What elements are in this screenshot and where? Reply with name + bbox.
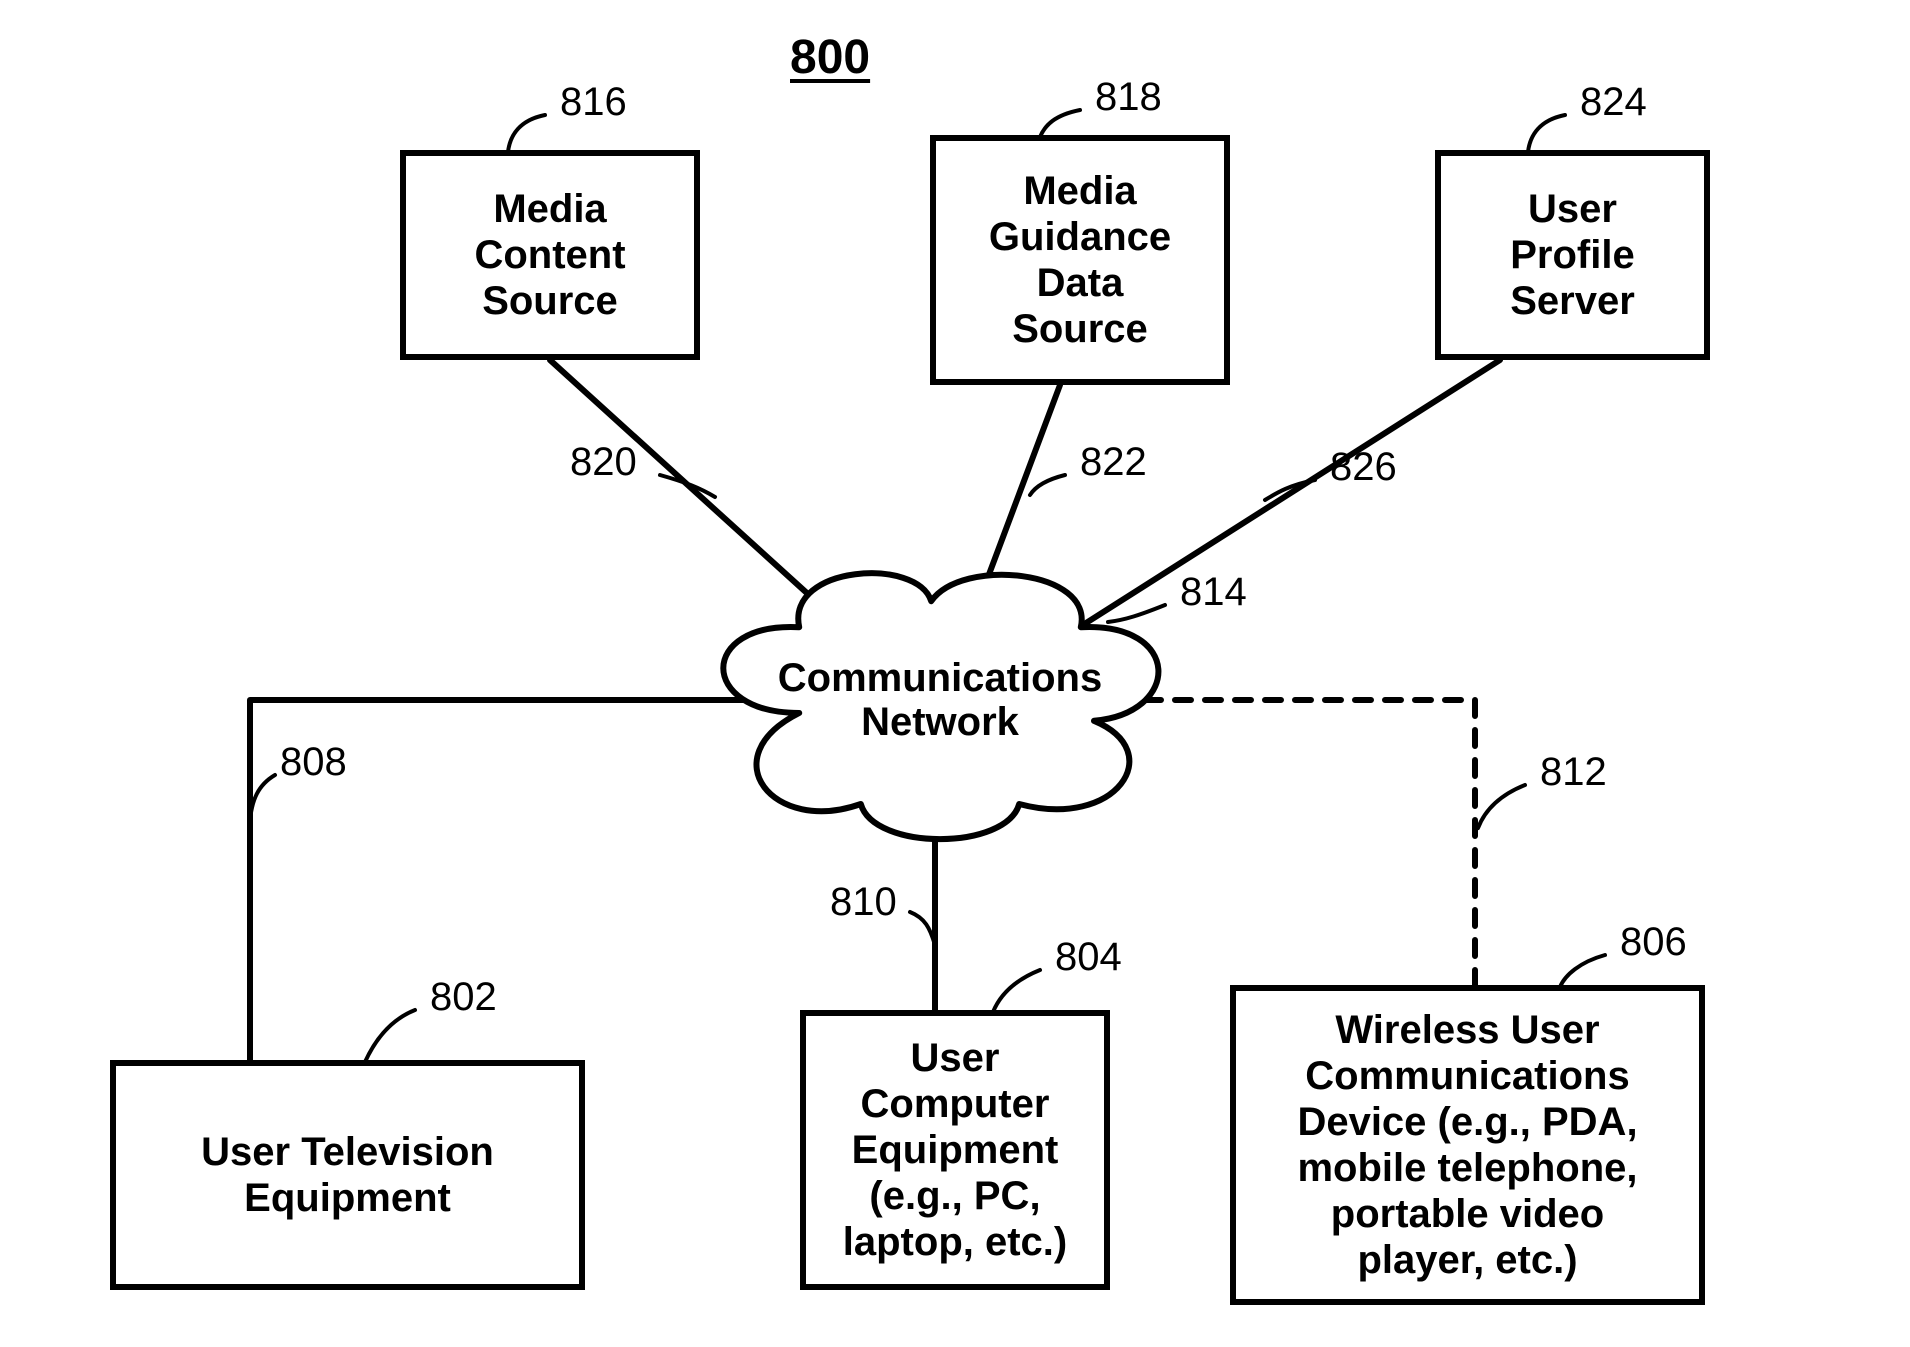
box-node: Wireless UserCommunicationsDevice (e.g.,… (1230, 985, 1705, 1305)
ref-label: 816 (560, 80, 627, 125)
ref-label: 826 (1330, 445, 1397, 490)
ref-label: 812 (1540, 750, 1607, 795)
ref-label: 822 (1080, 440, 1147, 485)
ref-label: 808 (280, 740, 347, 785)
figure-number: 800 (790, 30, 870, 85)
box-node: MediaGuidanceDataSource (930, 135, 1230, 385)
cloud-label: CommunicationsNetwork (720, 656, 1160, 744)
ref-label: 814 (1180, 570, 1247, 615)
ref-label: 810 (830, 880, 897, 925)
ref-label: 806 (1620, 920, 1687, 965)
cloud-node: CommunicationsNetwork (720, 570, 1160, 830)
box-node: MediaContentSource (400, 150, 700, 360)
box-node: UserComputerEquipment(e.g., PC,laptop, e… (800, 1010, 1110, 1290)
box-node: User TelevisionEquipment (110, 1060, 585, 1290)
ref-label: 820 (570, 440, 637, 485)
box-node: UserProfileServer (1435, 150, 1710, 360)
ref-label: 824 (1580, 80, 1647, 125)
diagram-stage: 800 MediaContentSource MediaGuidanceDataS… (0, 0, 1910, 1347)
ref-label: 818 (1095, 75, 1162, 120)
ref-label: 804 (1055, 935, 1122, 980)
ref-label: 802 (430, 975, 497, 1020)
